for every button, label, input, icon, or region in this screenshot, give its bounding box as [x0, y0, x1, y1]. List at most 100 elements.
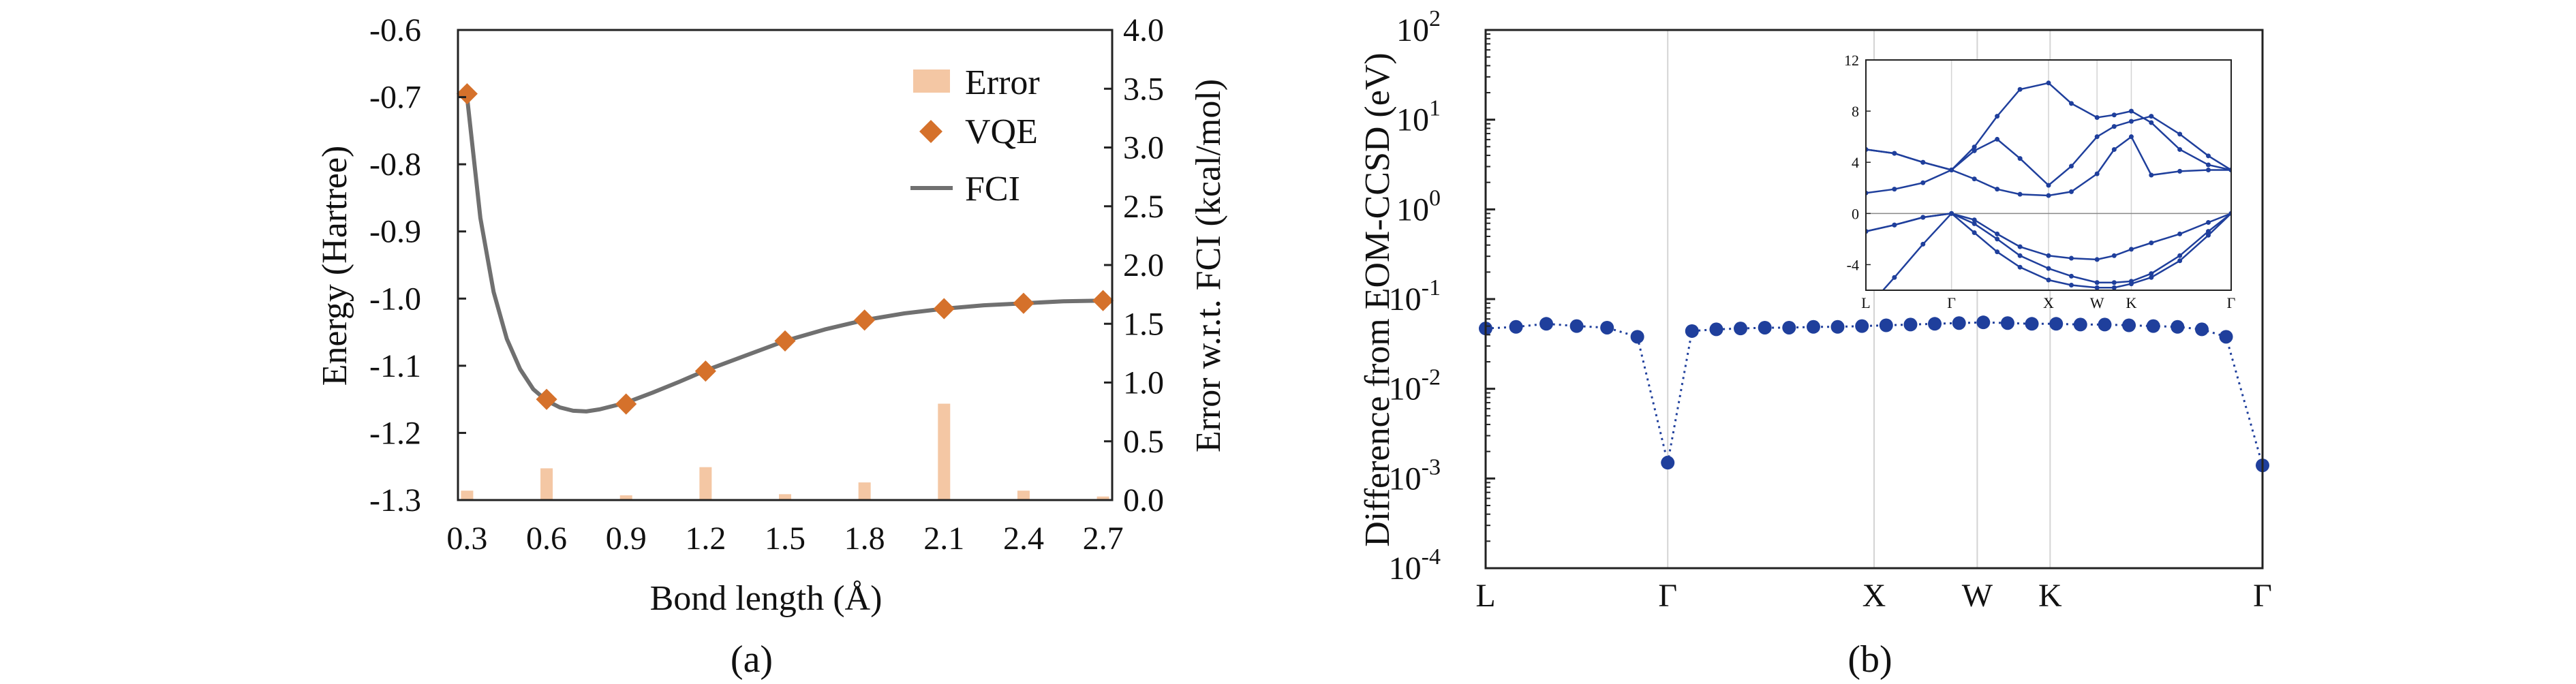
difference-point	[2122, 318, 2136, 332]
k-point-label: L	[1475, 578, 1495, 614]
y-tick-exponent: 2	[1429, 6, 1441, 31]
y-tick-label: -0.8	[369, 146, 421, 183]
inset-band-line	[1882, 212, 2231, 290]
inset-band-point	[1995, 236, 2000, 242]
inset-band-point	[2017, 156, 2023, 161]
legend-marker-vqe	[919, 120, 942, 143]
k-point-label: Γ	[2253, 578, 2272, 614]
error-bar	[540, 468, 553, 500]
inset-band-point	[2149, 240, 2154, 246]
difference-point	[1661, 456, 1675, 470]
inset-band-point	[2017, 264, 2023, 270]
inset-band-point	[1892, 222, 1897, 228]
y-tick-label: -1.1	[369, 348, 421, 384]
inset-x-tick-label: X	[2043, 294, 2054, 311]
inset-band-point	[2111, 146, 2117, 152]
error-bar	[938, 403, 951, 500]
inset-band-point	[2094, 115, 2100, 120]
inset-band-point	[1892, 275, 1897, 280]
error-bar	[699, 467, 712, 500]
inset-band-point	[2177, 168, 2183, 174]
error-bar	[619, 495, 632, 500]
inset-band-point	[1949, 167, 1954, 172]
y-tick-base: 10	[1389, 371, 1422, 407]
vqe-point	[774, 330, 796, 352]
y2-tick-label: 3.5	[1123, 71, 1164, 107]
inset-band-point	[2094, 285, 2100, 290]
difference-point	[1928, 317, 1942, 331]
inset-frame	[1865, 59, 2232, 291]
difference-point	[1855, 319, 1869, 333]
y2-tick-label: 1.5	[1123, 306, 1164, 342]
y2-tick-label: 3.0	[1123, 130, 1164, 166]
inset-x-tick-label: Γ	[2227, 294, 2236, 311]
difference-point	[1630, 330, 1644, 344]
y-tick-label: 10-3	[1389, 454, 1441, 497]
inset-y-tick-label: 0	[1852, 205, 1859, 222]
inset-y-tick-label: -4	[1847, 256, 1859, 273]
vqe-point	[933, 298, 955, 320]
difference-point	[1903, 317, 1918, 332]
inset-band-point	[2111, 253, 2117, 258]
difference-point	[2146, 319, 2160, 333]
inset-band-point	[1892, 187, 1897, 192]
y-tick-base: 10	[1389, 461, 1422, 497]
inset-band-point	[2069, 273, 2074, 279]
inset-y-tick-label: 8	[1852, 103, 1859, 120]
x-tick-label: 1.5	[765, 520, 806, 557]
y2-tick-label: 2.0	[1123, 247, 1164, 283]
inset-band-point	[2177, 146, 2183, 152]
y-tick-label: -0.6	[369, 12, 421, 48]
y-tick-label: 102	[1396, 6, 1441, 48]
difference-point	[1830, 320, 1845, 334]
y-tick-label: 10-4	[1389, 544, 1441, 587]
inset-band-point	[1995, 114, 2000, 119]
error-bar	[461, 491, 474, 500]
inset-band-point	[2149, 120, 2154, 125]
inset-band-point	[2094, 257, 2100, 262]
y-tick-base: 10	[1396, 191, 1429, 228]
difference-point	[1539, 317, 1554, 331]
error-bar	[1017, 491, 1030, 500]
difference-point	[1879, 318, 1893, 332]
y-tick-label: -1.2	[369, 415, 421, 451]
y-tick-exponent: -2	[1422, 365, 1441, 390]
legend-swatch-error	[913, 69, 950, 93]
x-tick-label: 2.4	[1003, 520, 1044, 557]
x-tick-label: 0.9	[606, 520, 647, 557]
inset-band-point	[2149, 172, 2154, 178]
x-tick-label: 0.6	[526, 520, 567, 557]
panel-a-legend: Error VQE FCI	[910, 63, 1040, 208]
y-tick-exponent: 0	[1429, 185, 1441, 211]
panel-a-energy-chart: 0.3 0.6 0.9 1.2 1.5 1.8 2.1 2.4 2.7 -0.6 -0.7 -0.8 -…	[316, 12, 1228, 681]
inset-band-point	[2111, 112, 2117, 118]
difference-point	[1709, 322, 1723, 337]
inset-band-point	[2046, 253, 2051, 258]
inset-band-point	[1972, 176, 1977, 182]
k-point-label: K	[2038, 578, 2062, 614]
inset-band-point	[2069, 189, 2074, 194]
inset-band-point	[2111, 280, 2117, 285]
inset-x-tick-label: Γ	[1947, 294, 1956, 311]
y-tick-label: -1.0	[369, 281, 421, 317]
y-tick-base: 10	[1396, 12, 1429, 48]
inset-band-line	[1866, 115, 2231, 187]
panel-a-y2-axis-title: Error w.r.t. FCI (kcal/mol)	[1189, 79, 1228, 452]
inset-band-point	[2177, 258, 2183, 264]
x-tick-label: 1.8	[844, 520, 885, 557]
y-tick-label: -0.7	[369, 80, 421, 116]
inset-band-point	[2111, 285, 2117, 290]
inset-band-point	[2046, 277, 2051, 283]
difference-point	[2219, 330, 2233, 344]
inset-band-point	[1920, 159, 1926, 165]
inset-band-point	[2069, 282, 2074, 287]
inset-y-tick-label: 12	[1844, 52, 1859, 69]
difference-point	[2073, 317, 2087, 332]
x-tick-label: 2.1	[923, 520, 964, 557]
inset-band-point	[2094, 134, 2100, 140]
inset-band-point	[2046, 266, 2051, 271]
inset-band-point	[2128, 119, 2134, 124]
panel-a-x-axis-title: Bond length (Å)	[650, 579, 883, 618]
